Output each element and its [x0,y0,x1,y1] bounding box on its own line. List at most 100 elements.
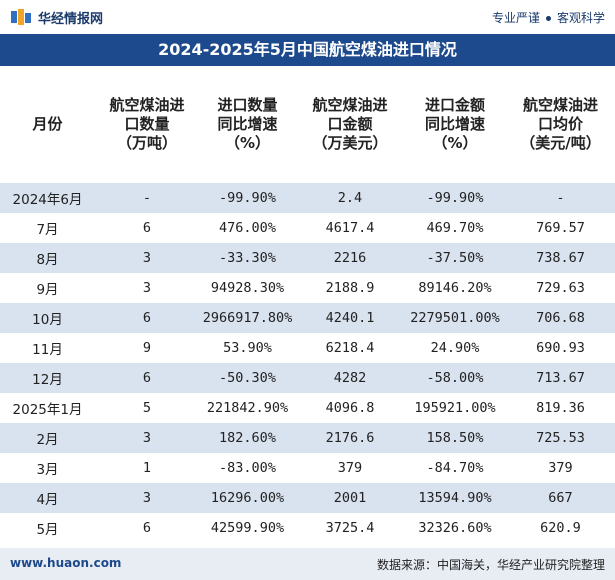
table-body: 2024年6月 - -99.90% 2.4 -99.90% -7月 6 476.00% 4617… [0,183,615,543]
cell-qty-yoy: 16296.00% [199,483,296,513]
cell-amt: 2216 [296,243,404,273]
table-row: 7月 6 476.00% 4617.4 469.70% 769.57 [0,213,615,243]
cell-price: 769.57 [536,220,585,236]
cell-qty: 9 [142,340,152,356]
col-header-qty-yoy-text: 进口数量 同比增速 （%） [217,96,278,152]
col-header-price-text: 航空煤油进 口均价 （美元/吨） [520,96,601,152]
cell-amt: 4617.4 [325,220,375,236]
cell-price: 620.9 [540,520,581,536]
col-header-amt-yoy-text: 进口金额 同比增速 （%） [424,96,485,152]
cell-qty: 6 [95,303,199,333]
cell-amt-yoy: -37.50% [404,243,506,273]
site-name: 华经情报网 [38,12,104,27]
col-header-amt-yoy: 进口金额 同比增速 （%） [404,66,506,183]
cell-amt: 2188.9 [325,280,375,296]
cell-qty: 6 [95,363,199,393]
cell-amt-yoy: 158.50% [404,423,506,453]
cell-month: 11月 [32,342,63,358]
table-row: 8月 3 -33.30% 2216 -37.50% 738.67 [0,243,615,273]
cell-month: 2025年1月 [12,402,83,418]
cell-qty: 1 [142,460,152,476]
col-header-qty-text: 航空煤油进 口数量 （万吨） [109,96,185,152]
cell-amt-yoy: 195921.00% [414,400,496,416]
cell-qty: 6 [142,520,152,536]
table-row: 10月 6 2966917.80% 4240.1 2279501.00% 706.68 [0,303,615,333]
cell-month: 5月 [36,522,59,538]
top-bar: 华经情报网 专业严谨 客观科学 [0,0,615,34]
cell-qty-yoy: -50.30% [199,363,296,393]
cell-amt-yoy: -99.90% [404,183,506,213]
cell-qty-yoy: 42599.90% [210,520,285,536]
cell-month: 8月 [0,243,95,273]
cell-amt-yoy: -84.70% [426,460,484,476]
cell-price: 819.36 [536,400,585,416]
cell-price: 706.68 [506,303,615,333]
cell-qty-yoy: -99.90% [199,183,296,213]
cell-qty: 3 [95,243,199,273]
table-row: 11月 9 53.90% 6218.4 24.90% 690.93 [0,333,615,363]
table-row: 2024年6月 - -99.90% 2.4 -99.90% - [0,183,615,213]
cell-amt: 379 [337,460,363,476]
slogan: 专业严谨 客观科学 [492,9,605,26]
col-header-amt: 航空煤油进 口金额 （万美元） [296,66,404,183]
cell-amt-yoy: 469.70% [426,220,484,236]
cell-month: 12月 [0,363,95,393]
table-row: 9月 3 94928.30% 2188.9 89146.20% 729.63 [0,273,615,303]
cell-amt-yoy: -58.00% [404,363,506,393]
cell-amt: 4282 [296,363,404,393]
col-header-month: 月份 [0,66,95,183]
cell-qty-yoy: 53.90% [223,340,272,356]
cell-amt-yoy: 24.90% [430,340,480,356]
cell-qty-yoy: -83.00% [219,460,276,476]
cell-qty: - [95,183,199,213]
huajing-logo-icon [11,9,31,25]
table-row: 5月 6 42599.90% 3725.4 32326.60% 620.9 [0,513,615,543]
cell-qty-yoy: 2966917.80% [199,303,296,333]
cell-amt: 6218.4 [325,340,375,356]
cell-price: 729.63 [536,280,585,296]
cell-qty: 3 [142,280,152,296]
cell-amt: 2.4 [296,183,404,213]
table-row: 12月 6 -50.30% 4282 -58.00% 713.67 [0,363,615,393]
cell-amt: 3725.4 [325,520,375,536]
cell-month: 2024年6月 [0,183,95,213]
cell-price: 713.67 [506,363,615,393]
cell-amt: 2176.6 [296,423,404,453]
cell-month: 3月 [36,462,59,478]
table-row: 2025年1月 5 221842.90% 4096.8 195921.00% 819.36 [0,393,615,423]
cell-amt-yoy: 32326.60% [418,520,492,536]
col-header-qty-yoy: 进口数量 同比增速 （%） [199,66,296,183]
cell-qty-yoy: 476.00% [219,220,276,236]
table-row: 4月 3 16296.00% 2001 13594.90% 667 [0,483,615,513]
footer: www.huaon.com 数据来源：中国海关，华经产业研究院整理 [0,548,615,580]
cell-month: 4月 [0,483,95,513]
cell-qty-yoy: 94928.30% [210,280,285,296]
cell-amt: 4240.1 [296,303,404,333]
cell-month: 2月 [0,423,95,453]
col-header-qty: 航空煤油进 口数量 （万吨） [95,66,199,183]
cell-qty-yoy: -33.30% [199,243,296,273]
cell-price: 379 [548,460,573,476]
cell-qty-yoy: 221842.90% [206,400,289,416]
cell-amt-yoy: 13594.90% [404,483,506,513]
cell-qty: 3 [95,483,199,513]
cell-qty-yoy: 182.60% [199,423,296,453]
slogan-dot-icon [545,16,551,21]
cell-month: 10月 [0,303,95,333]
col-header-price: 航空煤油进 口均价 （美元/吨） [506,66,615,183]
cell-month: 9月 [36,282,59,298]
cell-qty: 6 [142,220,152,236]
cell-price: 725.53 [506,423,615,453]
cell-price: - [506,183,615,213]
cell-qty: 3 [95,423,199,453]
cell-amt: 4096.8 [325,400,375,416]
cell-qty: 5 [142,400,152,416]
cell-price: 667 [506,483,615,513]
slogan-left: 专业严谨 [491,11,540,25]
slogan-right: 客观科学 [556,11,605,25]
footer-url: www.huaon.com [10,556,122,570]
chart-title: 2024-2025年5月中国航空煤油进口情况 [0,34,615,66]
table-header-row: 月份 航空煤油进 口数量 （万吨） 进口数量 同比增速 （%） 航空煤油进 口金额 （万美元… [0,66,615,183]
data-table: 月份 航空煤油进 口数量 （万吨） 进口数量 同比增速 （%） 航空煤油进 口金额 （万美元… [0,66,615,543]
col-header-month-text: 月份 [32,115,63,133]
